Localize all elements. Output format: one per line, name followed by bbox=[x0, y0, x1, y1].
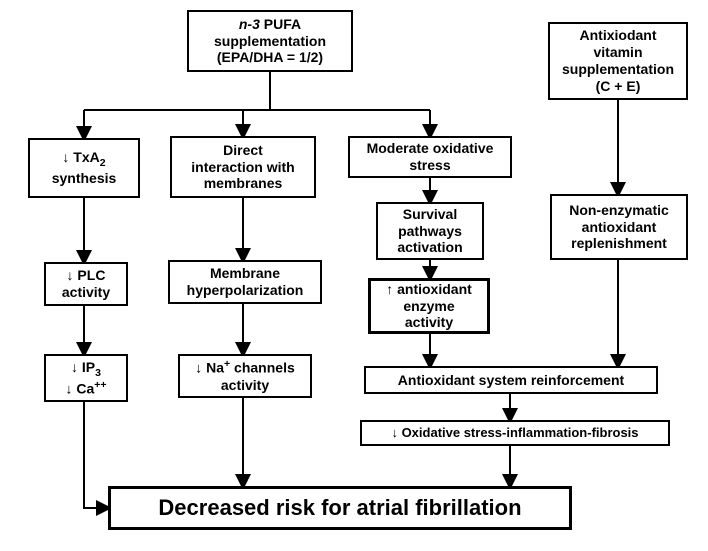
node-text: Moderate oxidative bbox=[367, 140, 494, 157]
edge-ip3_final bbox=[84, 402, 108, 508]
node-txa2: ↓ TxA2synthesis bbox=[28, 138, 140, 198]
node-text: antioxidant bbox=[582, 219, 657, 236]
node-text: Membrane bbox=[210, 265, 280, 282]
node-text: Non-enzymatic bbox=[569, 202, 669, 219]
node-reinf: Antioxidant system reinforcement bbox=[364, 366, 658, 394]
node-plc: ↓ PLCactivity bbox=[44, 262, 128, 306]
node-text: vitamin bbox=[593, 44, 642, 61]
node-text: ↓ Na+ channels bbox=[195, 358, 295, 376]
node-text: ↓ Ca++ bbox=[65, 379, 106, 397]
node-text: Antixiodant bbox=[580, 27, 657, 44]
node-text: interaction with bbox=[191, 159, 294, 176]
node-text: membranes bbox=[204, 175, 283, 192]
node-text: Survival bbox=[403, 206, 457, 223]
node-text: activity bbox=[62, 284, 110, 301]
node-text: activity bbox=[221, 377, 269, 394]
node-text: enzyme bbox=[403, 298, 454, 315]
node-text: n-3 PUFA bbox=[239, 16, 301, 33]
node-direct: Directinteraction withmembranes bbox=[170, 136, 316, 198]
node-text: ↑ antioxidant bbox=[386, 281, 472, 298]
node-na: ↓ Na+ channelsactivity bbox=[178, 354, 312, 398]
node-pufa: n-3 PUFAsupplementation(EPA/DHA = 1/2) bbox=[187, 10, 353, 72]
node-mod: Moderate oxidativestress bbox=[348, 136, 512, 178]
node-text: activity bbox=[405, 314, 453, 331]
node-text: replenishment bbox=[571, 235, 667, 252]
node-text: (C + E) bbox=[596, 78, 641, 95]
node-osif: ↓ Oxidative stress-inflammation-fibrosis bbox=[360, 420, 670, 446]
node-ip3: ↓ IP3↓ Ca++ bbox=[44, 354, 128, 402]
node-nonenz: Non-enzymaticantioxidantreplenishment bbox=[550, 194, 688, 260]
node-text: ↓ IP3 bbox=[71, 359, 101, 379]
node-text: synthesis bbox=[52, 170, 117, 187]
node-text: ↓ PLC bbox=[67, 267, 106, 284]
node-text: activation bbox=[397, 239, 462, 256]
node-final: Decreased risk for atrial fibrillation bbox=[108, 486, 572, 530]
node-text: ↓ TxA2 bbox=[62, 149, 105, 169]
node-text: pathways bbox=[398, 223, 462, 240]
node-surv: Survivalpathwaysactivation bbox=[376, 202, 484, 260]
node-hyper: Membranehyperpolarization bbox=[168, 260, 322, 304]
node-text: Antioxidant system reinforcement bbox=[398, 372, 624, 389]
node-enz: ↑ antioxidantenzymeactivity bbox=[368, 278, 490, 334]
node-text: hyperpolarization bbox=[187, 282, 304, 299]
node-text: supplementation bbox=[562, 61, 674, 78]
node-vit: Antixiodantvitaminsupplementation(C + E) bbox=[548, 22, 688, 100]
node-text: supplementation bbox=[214, 33, 326, 50]
node-text: Direct bbox=[223, 142, 263, 159]
node-text: Decreased risk for atrial fibrillation bbox=[158, 495, 521, 521]
node-text: ↓ Oxidative stress-inflammation-fibrosis bbox=[391, 425, 638, 441]
node-text: stress bbox=[409, 157, 450, 174]
node-text: (EPA/DHA = 1/2) bbox=[217, 49, 323, 66]
